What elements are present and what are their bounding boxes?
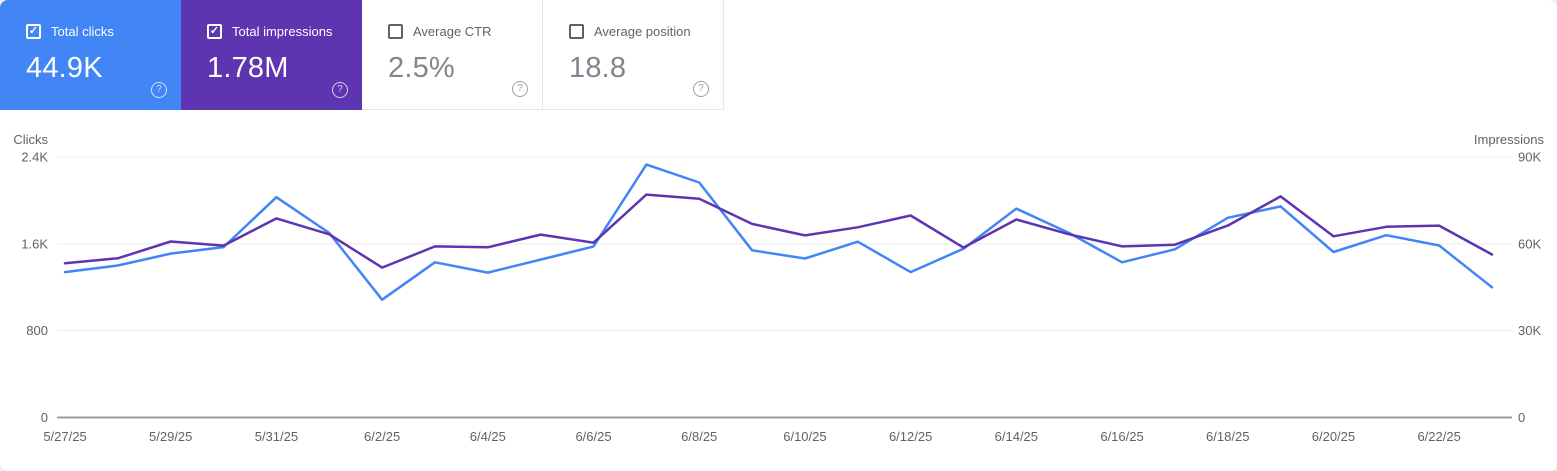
clicks-impressions-chart[interactable]: 2.4K 90K 1.6K 60K 800 30K 0 0 Clicks Impressions 5… xyxy=(0,110,1557,471)
impressions-line xyxy=(63,193,1494,269)
total-clicks-value: 44.9K xyxy=(26,52,103,84)
clicks-line xyxy=(63,163,1494,301)
metric-card-total-impressions[interactable]: ✓ Total impressions 1.78M ? xyxy=(181,0,362,110)
x-axis-date-label: 6/8/25 xyxy=(681,429,717,444)
left-axis-tick: 1.6K xyxy=(21,236,48,251)
right-axis-tick: 30K xyxy=(1518,323,1541,338)
metric-card-average-ctr[interactable]: Average CTR 2.5% ? xyxy=(362,0,543,110)
average-position-value: 18.8 xyxy=(569,52,627,84)
help-icon[interactable]: ? xyxy=(151,82,167,98)
average-ctr-label: Average CTR xyxy=(413,24,492,39)
x-axis-date-label: 6/22/25 xyxy=(1417,429,1460,444)
metric-cards-row: ✓ Total clicks 44.9K ? ✓ Total impressio… xyxy=(0,0,1557,110)
x-axis-date-label: 6/4/25 xyxy=(470,429,506,444)
x-axis-date-label: 6/18/25 xyxy=(1206,429,1249,444)
total-impressions-label: Total impressions xyxy=(232,24,333,39)
total-clicks-label: Total clicks xyxy=(51,24,114,39)
average-ctr-value: 2.5% xyxy=(388,52,455,84)
x-axis-date-label: 6/16/25 xyxy=(1100,429,1143,444)
total-impressions-checkbox[interactable]: ✓ xyxy=(207,24,222,39)
left-axis-tick: 800 xyxy=(26,323,48,338)
help-icon[interactable]: ? xyxy=(512,81,528,97)
x-axis-date-label: 6/6/25 xyxy=(575,429,611,444)
help-icon[interactable]: ? xyxy=(332,82,348,98)
x-axis-date-label: 5/31/25 xyxy=(255,429,298,444)
left-axis-tick: 2.4K xyxy=(21,150,48,165)
metric-card-average-position[interactable]: Average position 18.8 ? xyxy=(543,0,724,110)
x-axis-date-label: 5/27/25 xyxy=(43,429,86,444)
x-axis-date-label: 6/14/25 xyxy=(995,429,1038,444)
x-axis-date-label: 6/10/25 xyxy=(783,429,826,444)
total-impressions-value: 1.78M xyxy=(207,52,289,84)
performance-chart[interactable]: 2.4K 90K 1.6K 60K 800 30K 0 0 Clicks Impressions 5… xyxy=(0,110,1557,471)
right-axis-title: Impressions xyxy=(1474,132,1545,147)
right-axis-tick: 60K xyxy=(1518,236,1541,251)
average-ctr-checkbox[interactable] xyxy=(388,24,403,39)
x-axis-date-label: 6/2/25 xyxy=(364,429,400,444)
average-position-checkbox[interactable] xyxy=(569,24,584,39)
metric-card-total-clicks[interactable]: ✓ Total clicks 44.9K ? xyxy=(0,0,181,110)
average-position-label: Average position xyxy=(594,24,691,39)
x-axis-date-label: 6/12/25 xyxy=(889,429,932,444)
x-axis-date-label: 6/20/25 xyxy=(1312,429,1355,444)
right-axis-tick: 0 xyxy=(1518,410,1525,425)
left-axis-title: Clicks xyxy=(13,132,48,147)
total-clicks-checkbox[interactable]: ✓ xyxy=(26,24,41,39)
right-axis-tick: 90K xyxy=(1518,150,1541,165)
left-axis-tick: 0 xyxy=(41,410,48,425)
x-axis-date-label: 5/29/25 xyxy=(149,429,192,444)
help-icon[interactable]: ? xyxy=(693,81,709,97)
